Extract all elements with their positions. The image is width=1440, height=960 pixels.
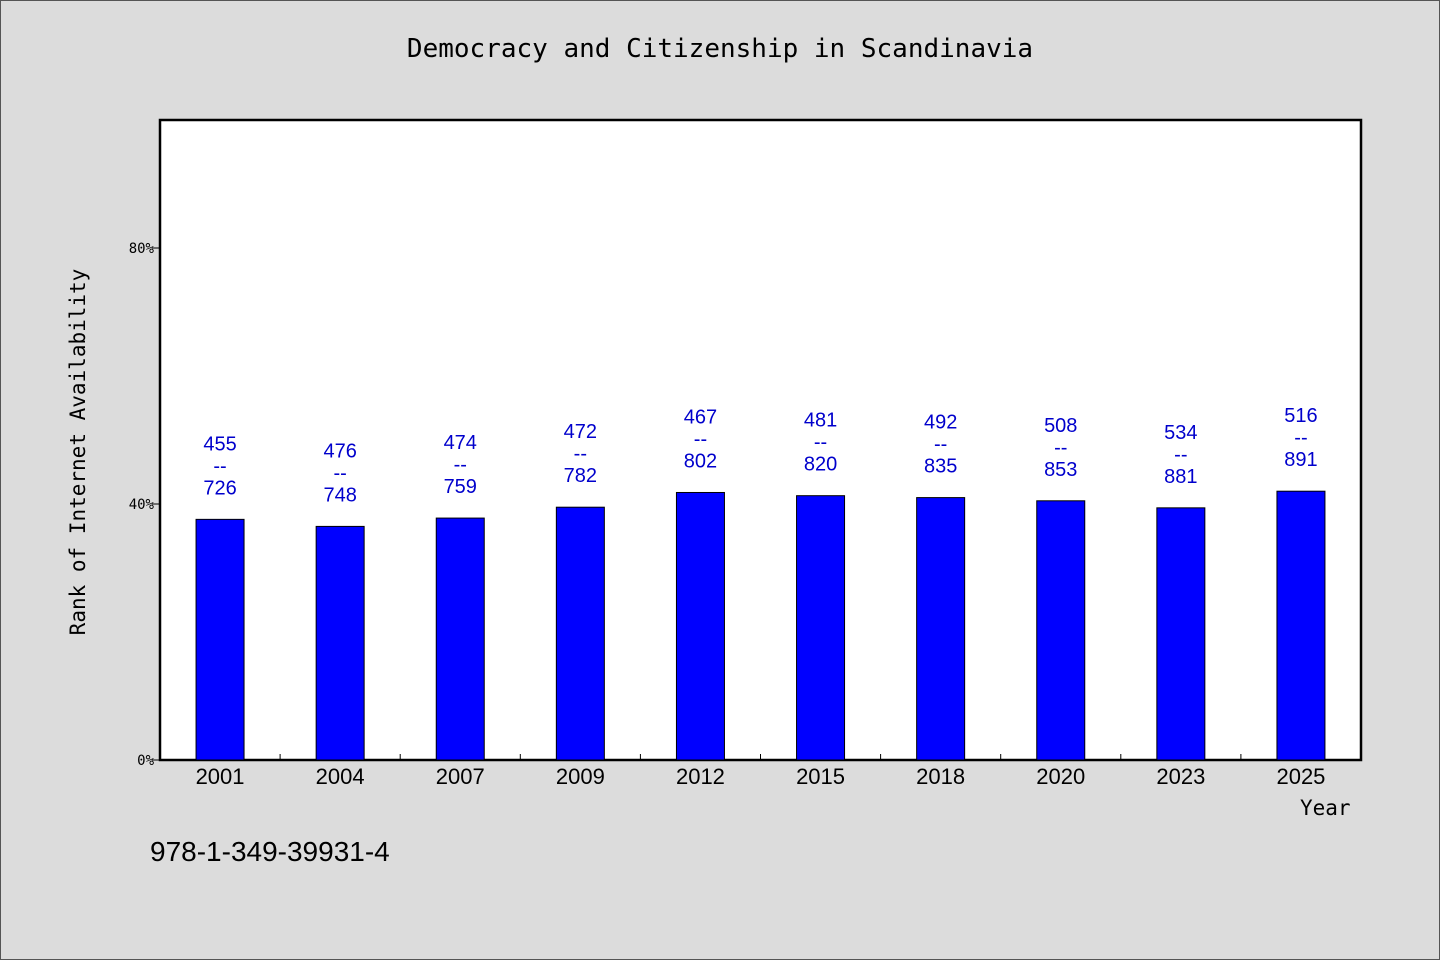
bar-data-label: --: [814, 432, 827, 454]
x-tick-label: 2023: [1156, 764, 1205, 789]
chart-title: Democracy and Citizenship in Scandinavia: [406, 34, 1034, 64]
x-tick-label: 2012: [676, 764, 725, 789]
bar-2025: [1276, 490, 1326, 761]
x-tick-label: 2004: [316, 764, 365, 789]
bar-data-label: 467: [684, 406, 717, 428]
bar-data-label: 853: [1044, 459, 1077, 481]
bar-data-label: --: [1174, 444, 1187, 466]
bar-data-label: 534: [1164, 422, 1197, 444]
bar-2012: [675, 491, 725, 761]
bar-data-label: 476: [323, 440, 356, 462]
bar-2015: [796, 495, 846, 761]
bar-data-label: 516: [1284, 405, 1317, 427]
bar-data-label: 455: [203, 433, 236, 455]
bar-data-label: 748: [323, 484, 356, 506]
x-tick-label: 2018: [916, 764, 965, 789]
bar-data-label: 508: [1044, 415, 1077, 437]
x-tick-label: 2025: [1276, 764, 1325, 789]
y-tick-label: 0%: [137, 753, 154, 769]
y-tick-label: 40%: [129, 497, 155, 513]
y-axis-label: Rank of Internet Availability: [66, 268, 90, 636]
bar-2023: [1156, 507, 1206, 761]
bar-data-label: --: [454, 454, 467, 476]
bar-data-label: --: [694, 428, 707, 450]
bar-data-label: 802: [684, 450, 717, 472]
bar-data-label: --: [333, 462, 346, 484]
bar-data-label: 820: [804, 454, 837, 476]
bar-data-label: 759: [444, 476, 477, 498]
x-tick-label: 2007: [436, 764, 485, 789]
bar-data-label: 726: [203, 477, 236, 499]
isbn-footnote: 978-1-349-39931-4: [150, 836, 390, 867]
x-tick-label: 2001: [196, 764, 245, 789]
bar-data-label: 891: [1284, 449, 1317, 471]
bar-2020: [1036, 500, 1086, 761]
x-tick-label: 2009: [556, 764, 605, 789]
bar-2004: [315, 525, 365, 761]
bar-data-label: --: [1294, 427, 1307, 449]
bar-data-label: 881: [1164, 466, 1197, 488]
bar-data-label: 782: [564, 465, 597, 487]
x-tick-label: 2020: [1036, 764, 1085, 789]
bar-2001: [195, 518, 245, 761]
bar-data-label: 474: [444, 432, 477, 454]
bar-data-label: 481: [804, 410, 837, 432]
x-tick-label: 2015: [796, 764, 845, 789]
bar-data-label: 835: [924, 456, 957, 478]
bar-data-label: --: [574, 443, 587, 465]
bar-data-label: --: [1054, 437, 1067, 459]
y-tick-label: 80%: [129, 241, 155, 257]
bar-2009: [555, 506, 605, 761]
bar-data-label: 492: [924, 412, 957, 434]
bar-2018: [916, 497, 966, 761]
x-axis-label: Year: [1300, 796, 1351, 820]
bar-data-label: --: [213, 455, 226, 477]
bar-data-label: 472: [564, 421, 597, 443]
bar-2007: [435, 517, 485, 761]
bar-data-label: --: [934, 434, 947, 456]
